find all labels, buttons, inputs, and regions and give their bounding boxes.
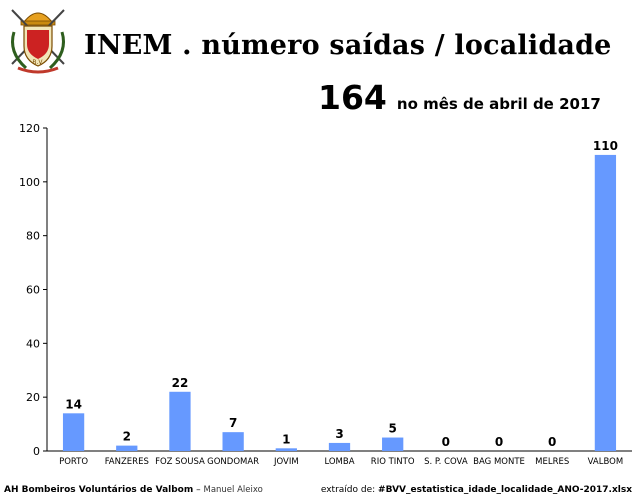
bar-value-label: 5: [389, 422, 397, 436]
footer-organization: AH Bombeiros Voluntários de Valbom: [4, 485, 194, 495]
footer-source: extraído de: #BVV_estatistica_idade_loca…: [321, 485, 632, 495]
x-tick-label: S. P. COVA: [424, 457, 468, 467]
footer-credit: AH Bombeiros Voluntários de Valbom – Man…: [4, 485, 263, 495]
x-tick-label: FOZ SOUSA: [155, 457, 205, 467]
bar: [328, 442, 351, 451]
y-tick-label: 80: [26, 230, 40, 243]
y-tick-label: 0: [33, 445, 40, 458]
total-summary: 164 no mês de abril de 2017: [318, 78, 601, 117]
x-tick-label: MELRES: [535, 457, 569, 467]
bar-value-label: 22: [172, 376, 189, 390]
bar: [382, 437, 404, 451]
y-tick-label: 60: [26, 284, 40, 297]
bar-value-label: 14: [65, 397, 82, 411]
total-count: 164: [318, 78, 387, 117]
bar-value-label: 0: [548, 435, 556, 449]
y-tick-label: 40: [26, 337, 40, 350]
x-tick-label: FANZERES: [105, 457, 149, 467]
svg-text:B.V.: B.V.: [32, 59, 43, 66]
bar-value-label: 110: [593, 139, 618, 153]
x-tick-label: BAG MONTE: [473, 457, 525, 467]
footer-separator: –: [193, 485, 204, 495]
bar-value-label: 2: [123, 430, 131, 444]
page-title: INEM . número saídas / localidade: [84, 30, 612, 61]
x-tick-label: VALBOM: [588, 457, 624, 467]
bar: [594, 154, 617, 451]
footer-author: Manuel Aleixo: [203, 485, 263, 495]
bar-value-label: 0: [495, 435, 503, 449]
x-tick-label: PORTO: [59, 457, 88, 467]
bar: [275, 448, 297, 451]
footer-source-prefix: extraído de:: [320, 485, 379, 495]
bar-value-label: 0: [442, 435, 450, 449]
x-tick-label: JOVIM: [273, 457, 299, 467]
x-tick-label: GONDOMAR: [207, 457, 259, 467]
bar-value-label: 1: [282, 432, 290, 446]
total-caption: no mês de abril de 2017: [396, 95, 601, 113]
footer-source-file: #BVV_estatistica_idade_localidade_ANO-20…: [378, 485, 632, 495]
bar: [169, 391, 191, 451]
bar: [62, 413, 85, 451]
x-tick-label: LOMBA: [324, 457, 354, 467]
x-tick-label: RIO TINTO: [371, 457, 415, 467]
bar: [222, 432, 244, 451]
bar-value-label: 3: [335, 427, 343, 441]
y-tick-label: 20: [26, 391, 40, 404]
y-tick-label: 120: [19, 122, 40, 135]
fire-brigade-crest-logo: B.V.: [11, 9, 65, 74]
bar-value-label: 7: [229, 416, 237, 430]
y-tick-label: 100: [19, 176, 40, 189]
bar: [116, 445, 138, 451]
